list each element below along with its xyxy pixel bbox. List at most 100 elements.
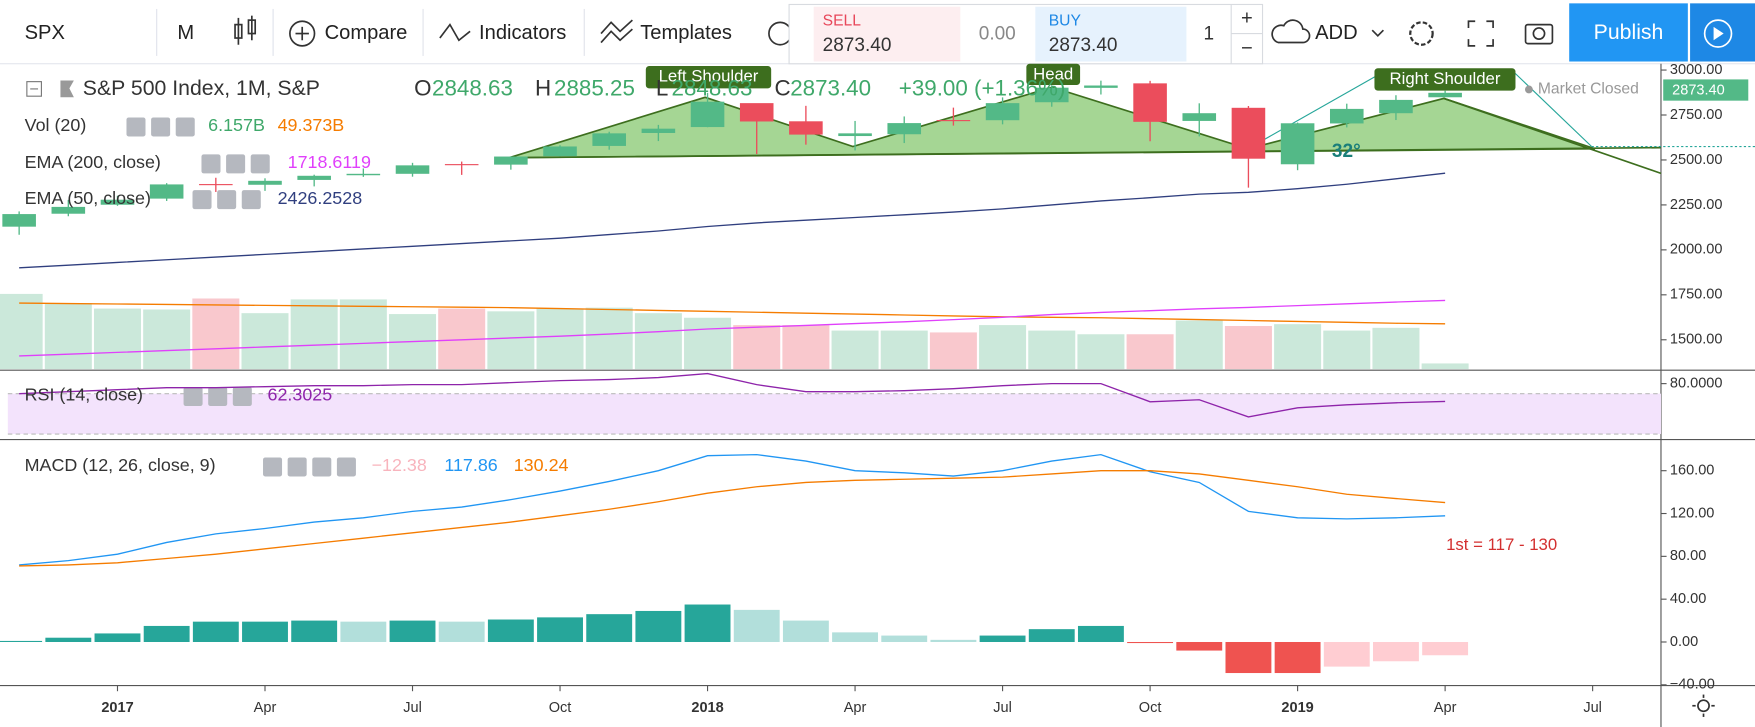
macd-histogram-bar [438, 621, 485, 642]
indicator-control[interactable] [287, 457, 307, 477]
indicator-control[interactable] [126, 117, 146, 137]
symbol[interactable]: SPX [25, 22, 65, 44]
quantity-minus[interactable]: − [1241, 38, 1253, 60]
indicator-line [19, 453, 1446, 566]
x-tick-label: Jul [403, 700, 422, 716]
candle-body [297, 175, 331, 180]
y-tick-label: 1500.00 [1670, 332, 1723, 348]
indicator-name[interactable]: EMA (50, close) [25, 188, 151, 208]
volume-bar [634, 313, 682, 370]
buy-label: BUY [1049, 12, 1082, 29]
cloud-icon[interactable] [1271, 19, 1311, 44]
interval[interactable]: M [177, 22, 194, 44]
macd-histogram-bar [1323, 641, 1370, 667]
volume-bar [831, 330, 879, 370]
indicator-control[interactable] [192, 190, 212, 210]
indicator-name[interactable]: RSI (14, close) [25, 385, 143, 405]
templates-icon [600, 28, 633, 44]
collapse-icon[interactable] [26, 81, 42, 97]
candle-body [1133, 83, 1167, 122]
chart-type-icon[interactable] [234, 15, 257, 45]
indicator-name[interactable]: MACD (12, 26, close, 9) [25, 455, 216, 475]
y-tick-label: 1750.00 [1670, 287, 1723, 303]
pattern-label: Right Shoulder [1389, 69, 1500, 88]
volume-bar [143, 309, 191, 370]
indicator-name[interactable]: Vol (20) [25, 115, 87, 135]
compare-icon[interactable] [289, 20, 316, 47]
status-dot [1524, 85, 1533, 94]
buy-box[interactable] [1035, 6, 1187, 62]
indicator-control[interactable] [175, 117, 195, 137]
candle-body [149, 184, 184, 199]
indicator-control[interactable] [312, 457, 332, 477]
indicators-button[interactable]: Indicators [479, 22, 566, 44]
indicator-control[interactable] [226, 154, 246, 174]
indicator-line [19, 302, 1446, 325]
indicator-value: 130.24 [514, 455, 569, 475]
time-axis-settings[interactable] [1692, 694, 1715, 717]
indicator-control[interactable] [217, 190, 237, 210]
candle-body [838, 133, 872, 137]
macd-histogram-bar [635, 610, 682, 642]
volume-bar [782, 325, 830, 370]
publish-label[interactable]: Publish [1594, 20, 1664, 44]
x-tick-label: Apr [254, 700, 277, 716]
x-tick-label: Jul [993, 700, 1012, 716]
snapshot-icon[interactable] [1524, 23, 1554, 45]
buy-price: 2873.40 [1049, 35, 1118, 56]
indicator-control[interactable] [183, 386, 203, 407]
indicator-control[interactable] [263, 457, 283, 477]
fullscreen-icon[interactable] [1467, 20, 1494, 47]
indicators-icon[interactable] [439, 23, 471, 42]
publish-button[interactable] [1569, 3, 1688, 62]
candle-body [1182, 113, 1217, 121]
macd-histogram-bar [537, 617, 583, 642]
quantity[interactable]: 1 [1204, 24, 1215, 45]
volume-bar [1028, 330, 1076, 370]
x-tick-label: Oct [549, 700, 572, 716]
indicator-control[interactable] [151, 117, 171, 137]
candle-body [1084, 85, 1118, 88]
volume-bar [44, 303, 92, 370]
symbol-title[interactable]: S&P 500 Index, 1M, S&P [83, 76, 320, 100]
last-price: 2873.40 [1672, 82, 1725, 98]
indicator-control[interactable] [250, 154, 270, 174]
candle-body [346, 173, 381, 176]
ohlc-label: L [656, 75, 668, 100]
y-tick-label: 2250.00 [1670, 197, 1723, 213]
compare-button[interactable]: Compare [325, 22, 408, 44]
add-chevron[interactable] [1371, 29, 1384, 37]
candle-body [985, 103, 1020, 121]
indicator-control[interactable] [208, 386, 228, 407]
macd-histogram-bar [1176, 641, 1223, 651]
add-button[interactable]: ADD [1315, 22, 1358, 44]
macd-histogram-bar [389, 620, 436, 642]
templates-button[interactable]: Templates [640, 22, 732, 44]
volume-bar [880, 330, 928, 370]
head-and-shoulders-pattern[interactable] [509, 63, 1755, 175]
indicator-control[interactable] [241, 190, 261, 210]
candle-body [641, 128, 676, 133]
y-tick-label: −40.00 [1670, 677, 1715, 693]
quantity-plus[interactable]: + [1241, 7, 1253, 29]
volume-bar [290, 299, 338, 370]
indicator-control[interactable] [201, 154, 221, 174]
ohlc-label: H [535, 75, 551, 100]
candle-body [1379, 99, 1413, 114]
sell-price: 2873.40 [823, 35, 892, 56]
indicator-control[interactable] [336, 457, 356, 477]
settings-icon[interactable] [1409, 21, 1434, 46]
indicator-control[interactable] [232, 386, 252, 407]
candle-body [199, 184, 233, 186]
sell-box[interactable] [813, 6, 961, 62]
indicator-name[interactable]: EMA (200, close) [25, 152, 161, 172]
macd-histogram-bar [930, 639, 977, 642]
candle-body [100, 199, 135, 205]
templates-icon[interactable] [600, 19, 633, 35]
indicator-line [19, 172, 1446, 269]
x-tick-label: Apr [844, 700, 867, 716]
replay-button[interactable] [1690, 3, 1755, 62]
ohlc-value: 2873.40 [790, 75, 871, 100]
volume-bar [929, 332, 977, 370]
flag-icon[interactable] [60, 80, 74, 98]
